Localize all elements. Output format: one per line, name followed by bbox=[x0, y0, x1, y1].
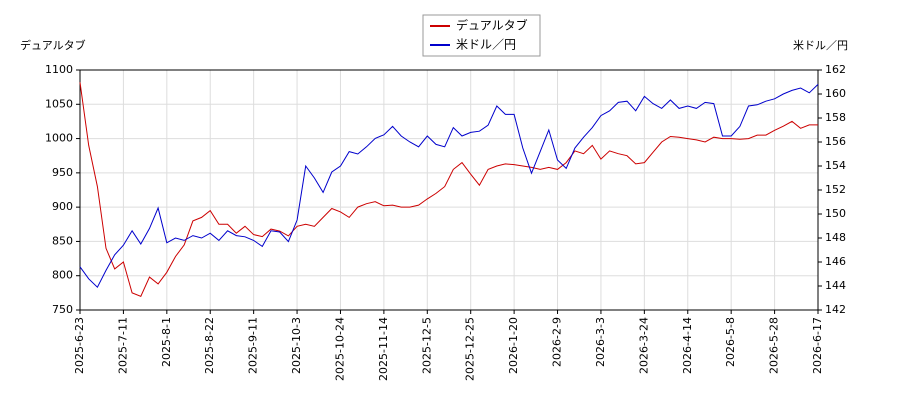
y2-tick-label: 160 bbox=[825, 87, 846, 100]
x-tick-label: 2025-12-5 bbox=[420, 317, 433, 374]
y2-tick-label: 156 bbox=[825, 135, 846, 148]
x-tick-label: 2026-3-3 bbox=[594, 317, 607, 367]
x-tick-label: 2025-9-11 bbox=[247, 317, 260, 374]
y2-tick-label: 142 bbox=[825, 303, 846, 316]
y-tick-label: 900 bbox=[52, 200, 73, 213]
x-tick-label: 2025-10-24 bbox=[333, 317, 346, 381]
series-line bbox=[79, 84, 819, 289]
x-tick-label: 2025-11-14 bbox=[377, 317, 390, 381]
y-tick-label: 1050 bbox=[45, 97, 73, 110]
x-tick-label: 2026-2-9 bbox=[551, 317, 564, 367]
y-tick-label: 750 bbox=[52, 303, 73, 316]
y2-tick-label: 146 bbox=[825, 255, 846, 268]
x-tick-label: 2025-8-1 bbox=[160, 317, 173, 367]
x-tick-label: 2025-6-23 bbox=[73, 317, 86, 374]
x-tick-label: 2026-1-20 bbox=[507, 317, 520, 374]
y2-tick-label: 152 bbox=[825, 183, 846, 196]
legend-label: 米ドル／円 bbox=[456, 38, 516, 52]
y-tick-label: 800 bbox=[52, 269, 73, 282]
y2-axis-title: 米ドル／円 bbox=[793, 39, 848, 52]
series-line bbox=[79, 82, 818, 297]
y-axis-title: デュアルタブ bbox=[20, 38, 86, 52]
x-tick-label: 2026-4-14 bbox=[681, 317, 694, 374]
y2-tick-label: 154 bbox=[825, 159, 846, 172]
y-tick-label: 1000 bbox=[45, 132, 73, 145]
x-tick-label: 2025-8-22 bbox=[203, 317, 216, 374]
y2-tick-label: 158 bbox=[825, 111, 846, 124]
x-tick-label: 2025-7-11 bbox=[116, 317, 129, 374]
x-tick-label: 2026-5-8 bbox=[724, 317, 737, 367]
y2-tick-label: 162 bbox=[825, 63, 846, 76]
legend-box bbox=[422, 14, 541, 57]
plot-frame bbox=[79, 69, 819, 311]
x-tick-label: 2025-12-25 bbox=[464, 317, 477, 381]
y-tick-label: 850 bbox=[52, 234, 73, 247]
y2-tick-label: 148 bbox=[825, 231, 846, 244]
y-tick-label: 950 bbox=[52, 166, 73, 179]
x-tick-label: 2026-5-28 bbox=[768, 317, 781, 374]
y-tick-label: 1100 bbox=[45, 63, 73, 76]
x-tick-label: 2026-3-24 bbox=[637, 317, 650, 374]
y2-tick-label: 144 bbox=[825, 279, 846, 292]
legend-label: デュアルタブ bbox=[456, 18, 528, 33]
y2-tick-label: 150 bbox=[825, 207, 846, 220]
x-tick-label: 2026-6-17 bbox=[811, 317, 824, 374]
x-tick-label: 2025-10-3 bbox=[290, 317, 303, 374]
